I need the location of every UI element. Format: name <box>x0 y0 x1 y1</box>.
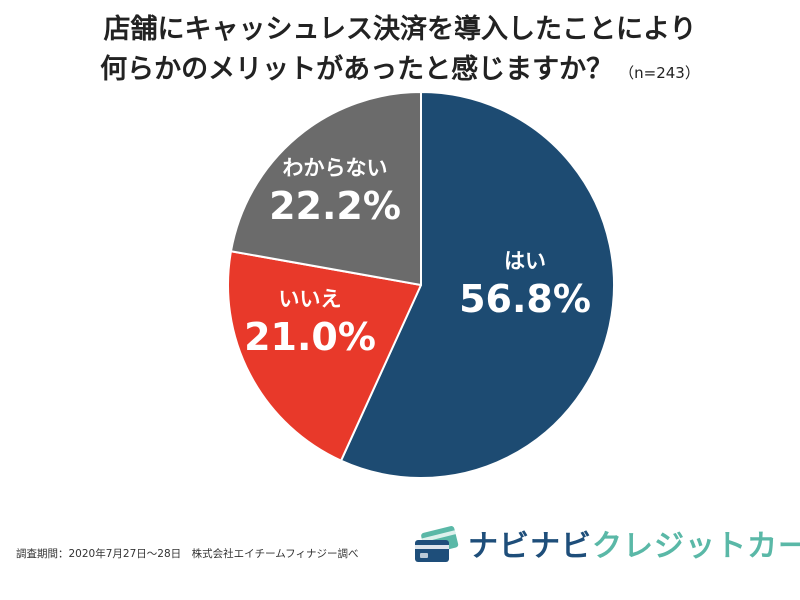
brand-logo: ナビナビクレジットカード <box>412 522 800 572</box>
survey-footnote: 調査期間：2020年7月27日〜28日 株式会社エイチームフィナジー調べ <box>16 548 359 560</box>
slice-value-2: 22.2% <box>269 184 401 228</box>
credit-cards-icon <box>415 526 459 562</box>
pie-slice-1 <box>227 250 422 462</box>
chart-title-line1: 店舗にキャッシュレス決済を導入したことにより <box>103 14 697 45</box>
slice-label-2: わからない <box>283 156 388 180</box>
slice-value-1: 21.0% <box>244 315 376 359</box>
pie-slice-2 <box>229 91 422 286</box>
brand-name: ナビナビクレジットカード <box>468 526 800 568</box>
sample-size: （n=243） <box>619 64 700 82</box>
slice-label-1: いいえ <box>279 287 342 311</box>
slice-label-0: はい <box>504 249 546 273</box>
brand-name-part1: ナビナビ <box>468 529 592 564</box>
slice-value-0: 56.8% <box>459 277 591 321</box>
brand-name-part2: クレジットカード <box>592 529 800 564</box>
chart-title: 店舗にキャッシュレス決済を導入したことにより 何らかのメリットがあったと感じます… <box>0 10 800 93</box>
chart-title-line2-wrap: 何らかのメリットがあったと感じますか？ （n=243） <box>0 50 800 93</box>
chart-title-line2: 何らかのメリットがあったと感じますか？ <box>100 54 614 85</box>
pie-slice-0 <box>340 91 615 479</box>
